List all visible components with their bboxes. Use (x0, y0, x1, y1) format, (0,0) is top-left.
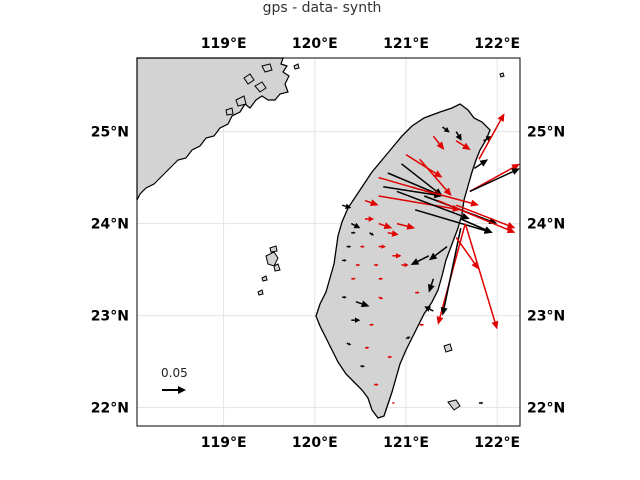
lon-tick-label-bottom: 120°E (292, 435, 338, 451)
taiwan-island (315, 103, 491, 419)
gps-vector-red (378, 277, 384, 281)
gps-vector-black (369, 232, 375, 236)
gps-vector-red (392, 253, 402, 259)
lon-tick-label-top: 121°E (383, 36, 429, 52)
lat-tick-label-right: 23°N (527, 309, 565, 325)
gps-vector-black (460, 218, 493, 233)
green-island (443, 343, 453, 353)
lon-tick-label-top: 119°E (201, 36, 247, 52)
lat-tick-label-right: 25°N (527, 125, 565, 141)
mainland-islands (225, 63, 300, 116)
gps-vector-black (360, 364, 365, 368)
lon-tick-label-bottom: 119°E (201, 435, 247, 451)
gps-vector-red (351, 277, 356, 281)
gps-vector-black (351, 231, 356, 235)
gps-vector-red (415, 291, 420, 294)
gps-vector-black (342, 295, 347, 299)
figure-title: gps - data- synth (263, 0, 382, 16)
gps-vector-black (396, 190, 470, 220)
lat-tick-label-left: 24°N (91, 217, 129, 233)
gps-vector-red (378, 296, 384, 300)
gps-vector-black (410, 255, 430, 265)
gps-vector-red (364, 199, 379, 206)
lon-tick-label-top: 122°E (474, 36, 520, 52)
gps-vector-red (369, 323, 375, 327)
gps-vector-red (419, 158, 452, 196)
lat-tick-label-right: 24°N (527, 217, 565, 233)
gps-vector-black (346, 342, 352, 346)
gps-vector-black (351, 317, 361, 323)
lat-tick-label-left: 25°N (91, 125, 129, 141)
gps-vector-red (464, 223, 499, 330)
gps-vector-red (364, 216, 375, 222)
gps-vector-black (424, 306, 434, 312)
gps-vector-red (478, 113, 505, 160)
mainland-coast (136, 57, 290, 201)
lat-tick-label-right: 22°N (527, 401, 565, 417)
gps-vector-black (355, 300, 370, 308)
gps-vector-red (378, 244, 386, 249)
gps-vector-red (355, 263, 361, 267)
gps-vector-black (428, 246, 448, 261)
gps-vector-black (350, 222, 361, 229)
gps-vector-red (360, 245, 365, 248)
lon-tick-label-bottom: 121°E (383, 435, 429, 451)
gps-vector-red (455, 204, 516, 229)
reference-vector-arrow (162, 386, 186, 394)
gps-vector-red (374, 383, 379, 386)
gps-vector-red (410, 186, 479, 207)
gps-vector-red (405, 153, 443, 178)
gps-vector-black (341, 203, 352, 210)
lat-tick-label-left: 22°N (91, 401, 129, 417)
gps-vector-black (455, 131, 462, 141)
gps-vector-black (442, 126, 450, 133)
gps-vector-black (342, 259, 347, 262)
gps-vector-black (346, 245, 352, 248)
gps-vector-red (374, 263, 379, 267)
gps-vector-black (440, 228, 462, 316)
gps-vector-red (392, 402, 396, 404)
gps-vector-red (387, 230, 399, 237)
penghu-islands (257, 245, 281, 296)
gps-vector-black (405, 336, 411, 340)
reference-vector-label: 0.05 (161, 366, 188, 380)
gps-vector-red (364, 346, 370, 350)
map-frame (136, 57, 521, 427)
gps-vectors (341, 113, 520, 405)
gps-vector-red (419, 323, 425, 327)
gps-vector-red (455, 236, 479, 270)
gps-vector-red (378, 222, 393, 229)
orchid-island (447, 399, 461, 411)
gps-vector-black (469, 168, 520, 193)
pengjia-islet (499, 72, 505, 78)
gps-vector-red (387, 355, 393, 359)
gps-vector-red (455, 140, 471, 150)
gps-vector-red (401, 262, 409, 268)
gps-vector-black (427, 278, 435, 293)
lat-tick-label-left: 23°N (91, 309, 129, 325)
lon-tick-label-bottom: 122°E (474, 435, 520, 451)
lon-tick-label-top: 120°E (292, 36, 338, 52)
axis-tick-labels: 119°E 119°E 120°E 120°E 121°E 121°E 122°E 122°E… (91, 36, 565, 451)
gps-vector-black (473, 159, 489, 170)
gps-vector-red (432, 135, 445, 150)
gps-vector-black (478, 401, 484, 405)
gps-vector-red (396, 222, 416, 230)
